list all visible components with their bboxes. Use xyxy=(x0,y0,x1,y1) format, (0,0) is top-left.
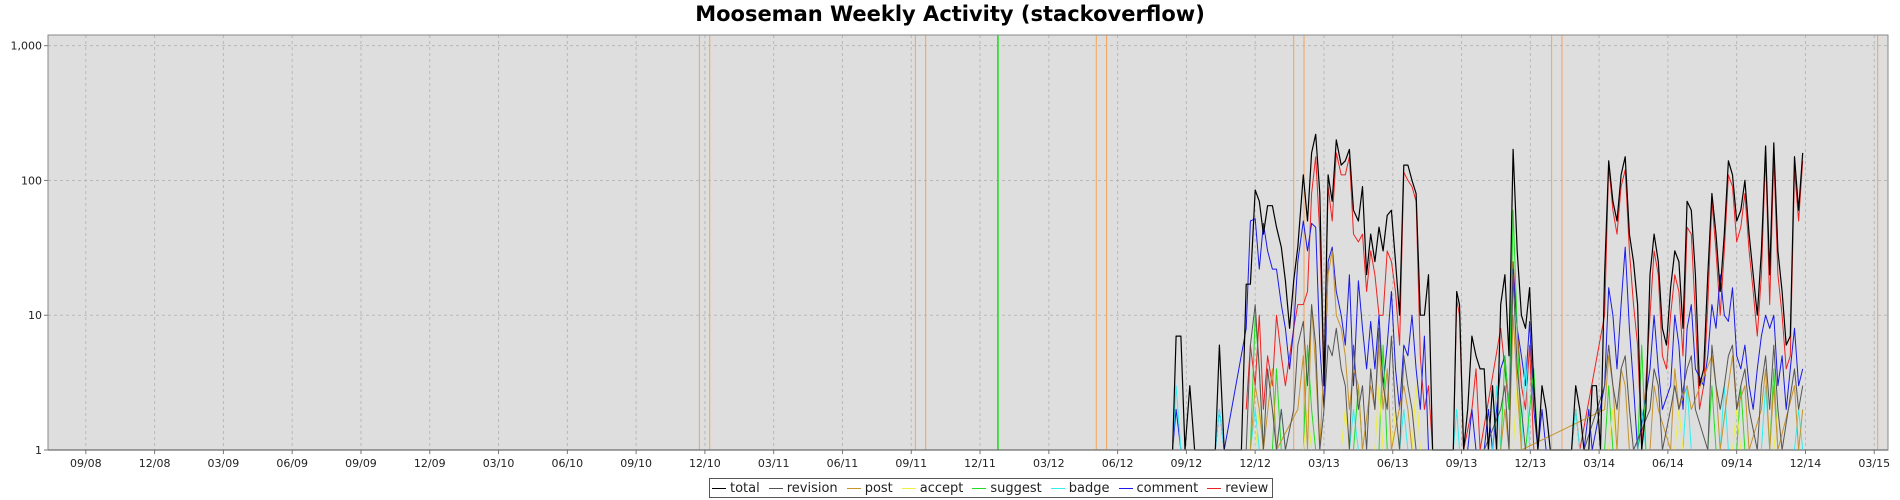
legend-swatch xyxy=(1118,487,1133,489)
x-tick-label: 09/10 xyxy=(620,457,652,470)
x-tick-label: 06/11 xyxy=(827,457,859,470)
legend-swatch xyxy=(768,487,783,489)
chart-title: Mooseman Weekly Activity (stackoverflow) xyxy=(695,2,1205,26)
y-tick-label: 1,000 xyxy=(11,40,43,53)
x-tick-label: 12/13 xyxy=(1514,457,1546,470)
legend-label: accept xyxy=(919,480,964,496)
x-tick-label: 12/14 xyxy=(1790,457,1822,470)
x-tick-label: 09/11 xyxy=(895,457,927,470)
legend-label: post xyxy=(864,480,893,496)
x-tick-label: 03/11 xyxy=(758,457,790,470)
x-tick-label: 12/11 xyxy=(964,457,996,470)
legend-item-review: review xyxy=(1207,481,1268,496)
y-tick-label: 100 xyxy=(21,174,42,187)
legend-swatch xyxy=(1207,487,1222,489)
legend-swatch xyxy=(901,487,916,489)
series-line-revision xyxy=(1245,274,1804,451)
legend-item-revision: revision xyxy=(768,480,838,496)
legend-label: suggest xyxy=(990,480,1042,496)
legend-item-accept: accept xyxy=(901,480,964,496)
x-tick-label: 09/12 xyxy=(1171,457,1203,470)
legend-swatch xyxy=(846,487,861,489)
plot-area: 09/08 12/08 03/09 06/09 09/09 12/09 03/10 06/10… xyxy=(11,34,1890,470)
plot-border xyxy=(47,34,1889,451)
series-line-total xyxy=(1172,133,1804,451)
x-tick-label: 06/14 xyxy=(1652,457,1684,470)
x-tick-label: 03/14 xyxy=(1583,457,1615,470)
legend-label: review xyxy=(1225,480,1269,496)
legend-label: badge xyxy=(1068,480,1110,496)
x-tick-label: 03/09 xyxy=(208,457,240,470)
y-tick-label: 10 xyxy=(28,309,42,322)
legend-label: revision xyxy=(786,480,838,496)
x-tick-label: 09/13 xyxy=(1446,457,1478,470)
legend-item-comment: comment xyxy=(1118,480,1199,496)
x-tick-label: 12/10 xyxy=(689,457,721,470)
x-tick-label: 03/15 xyxy=(1858,457,1890,470)
legend-item-total: total xyxy=(712,481,760,496)
legend: total revision post accept suggest badge comme… xyxy=(709,478,1274,498)
legend-swatch xyxy=(1050,487,1065,489)
plot-background xyxy=(48,35,1888,450)
x-tick-label: 09/09 xyxy=(345,457,377,470)
legend-item-post: post xyxy=(846,480,893,496)
x-tick-label: 03/10 xyxy=(483,457,515,470)
legend-label: comment xyxy=(1136,480,1199,496)
x-tick-label: 09/08 xyxy=(70,457,102,470)
x-tick-label: 06/13 xyxy=(1377,457,1409,470)
x-tick-label: 06/12 xyxy=(1102,457,1134,470)
legend-label: total xyxy=(730,480,760,496)
y-tick-label: 1 xyxy=(35,444,42,457)
legend-item-badge: badge xyxy=(1050,480,1110,496)
x-tick-label: 12/12 xyxy=(1239,457,1271,470)
legend-item-suggest: suggest xyxy=(972,480,1042,496)
x-tick-label: 03/12 xyxy=(1033,457,1065,470)
x-tick-label: 06/09 xyxy=(276,457,308,470)
x-tick-label: 12/09 xyxy=(414,457,446,470)
x-tick-label: 12/08 xyxy=(139,457,171,470)
x-tick-label: 09/14 xyxy=(1721,457,1753,470)
x-tick-label: 03/13 xyxy=(1308,457,1340,470)
legend-swatch xyxy=(972,487,987,489)
legend-swatch xyxy=(712,487,726,489)
x-tick-label: 06/10 xyxy=(551,457,583,470)
